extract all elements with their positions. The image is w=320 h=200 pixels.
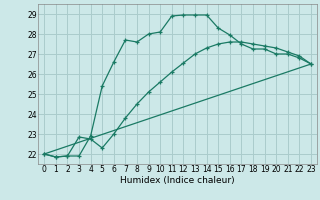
X-axis label: Humidex (Indice chaleur): Humidex (Indice chaleur) [120,176,235,185]
